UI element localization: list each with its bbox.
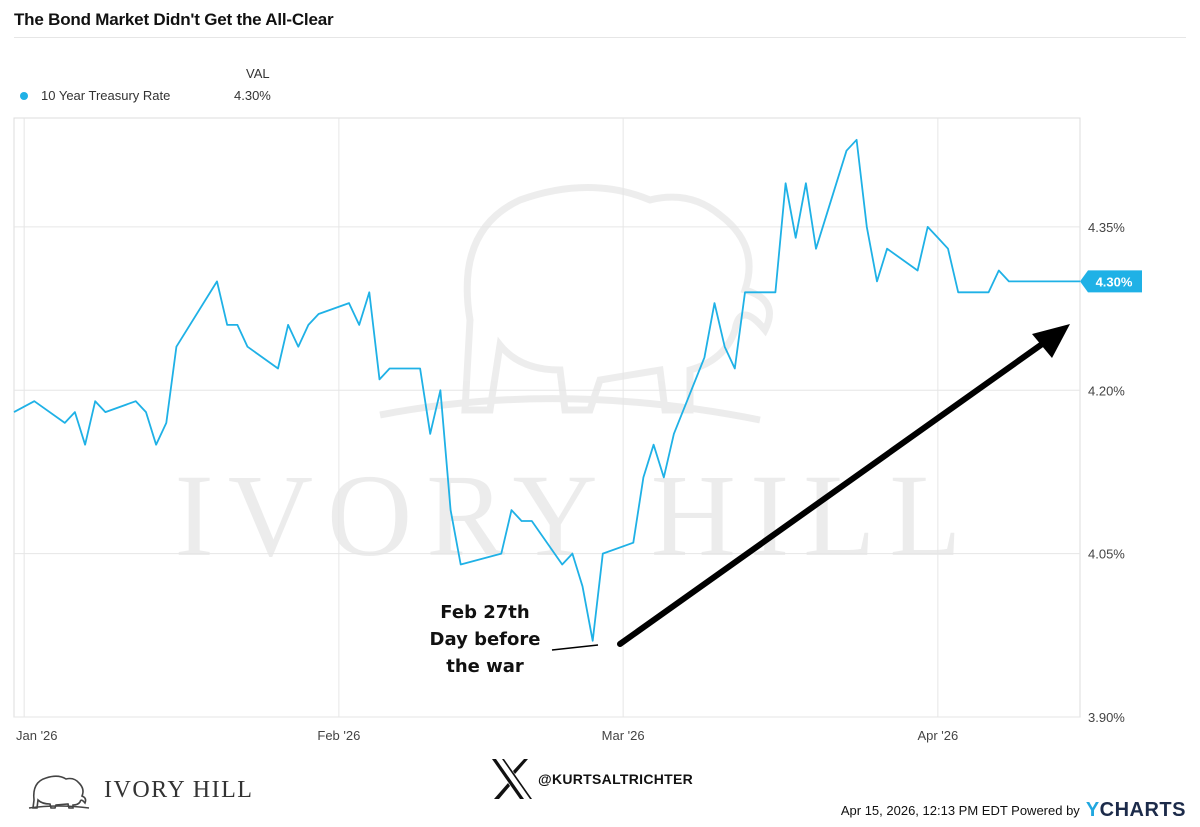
plot-frame (14, 118, 1080, 717)
social-handle[interactable]: @KURTSALTRICHTER (490, 757, 693, 801)
annotation-line-2: Day before (430, 629, 541, 650)
annotation-line-1: Feb 27th (440, 602, 529, 623)
y-tick-label: 4.05% (1088, 547, 1125, 562)
x-logo-icon (490, 757, 534, 801)
annotation-line-3: the war (446, 656, 524, 677)
brand-logo: IVORY HILL (28, 770, 253, 810)
watermark-elephant-icon (380, 188, 770, 421)
y-tick-label: 4.20% (1088, 383, 1125, 398)
x-tick-label: Jan '26 (16, 728, 58, 743)
social-handle-text: @KURTSALTRICHTER (538, 771, 693, 787)
footer-stamp: Apr 15, 2026, 12:13 PM EDT Powered by YC… (841, 799, 1186, 822)
x-tick-label: Mar '26 (602, 728, 645, 743)
annotation-leader-line (552, 645, 598, 650)
last-value-label: 4.30% (1096, 274, 1133, 289)
y-tick-label: 4.35% (1088, 220, 1125, 235)
annotation-arrow-head (1032, 324, 1070, 358)
x-tick-label: Apr '26 (917, 728, 958, 743)
brand-name: IVORY HILL (104, 777, 253, 804)
y-tick-label: 3.90% (1088, 710, 1125, 725)
x-tick-label: Feb '26 (317, 728, 360, 743)
plot-area: 4.35% 4.20% 4.05% 3.90% Jan '26 Feb '26 Mar '2… (14, 118, 1142, 743)
elephant-logo-icon (28, 770, 90, 810)
ycharts-logo-y: Y (1086, 799, 1100, 821)
watermark: IVORY HILL (175, 188, 976, 582)
timestamp-text: Apr 15, 2026, 12:13 PM EDT Powered by (841, 803, 1080, 818)
ycharts-logo[interactable]: YCHARTS (1086, 799, 1186, 822)
ycharts-logo-rest: CHARTS (1100, 799, 1186, 821)
